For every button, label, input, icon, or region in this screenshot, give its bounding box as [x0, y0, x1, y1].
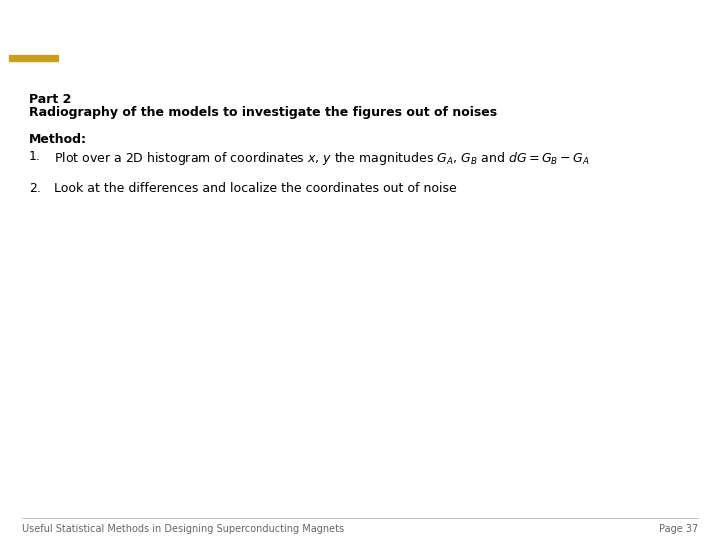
Text: Plot over a 2D histogram of coordinates $x$, $y$ the magnitudes $G_A$, $G_B$ and: Plot over a 2D histogram of coordinates … [54, 150, 590, 166]
Text: infer: infer [664, 46, 682, 55]
Text: Page 37: Page 37 [659, 524, 698, 534]
Text: A NᴟMERICAL MᴏDELS CᴏMPARISON MᴇTHOD: A NᴟMERICAL MᴏDELS CᴏMPARISON MᴇTHOD [96, 23, 624, 44]
Text: Look at the differences and localize the coordinates out of noise: Look at the differences and localize the… [54, 182, 456, 195]
Text: Useful Statistical Methods in Designing Superconducting Magnets: Useful Statistical Methods in Designing … [22, 524, 343, 534]
Bar [9, 56, 58, 60]
Text: Part 2: Part 2 [29, 93, 71, 106]
Text: Method:: Method: [29, 133, 87, 146]
Text: Radiography of the models to investigate the figures out of noises: Radiography of the models to investigate… [29, 106, 497, 119]
Text: 2.: 2. [29, 182, 40, 195]
Text: cea: cea [9, 23, 56, 47]
Text: DE LA RECHERCHE À L'INDUSTRIE: DE LA RECHERCHE À L'INDUSTRIE [0, 10, 69, 14]
Text: 1.: 1. [29, 150, 40, 163]
